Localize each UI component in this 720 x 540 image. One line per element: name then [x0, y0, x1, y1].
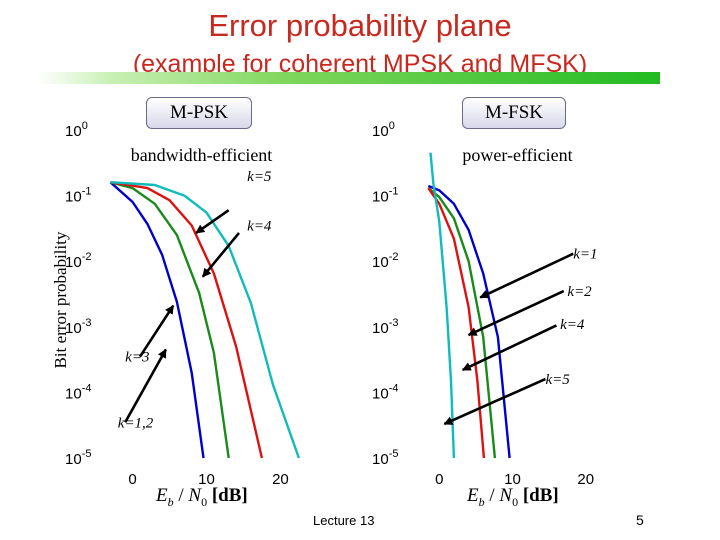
series-line-2: [110, 181, 230, 459]
y-tick-label: 10-5: [65, 448, 91, 468]
footer-text: Lecture 13: [313, 513, 375, 528]
x-tick-label: 0: [128, 471, 136, 488]
annotation-arrow: [201, 232, 241, 278]
page-number: 5: [636, 512, 644, 528]
series-line-3: [110, 181, 264, 459]
annotation-label: k=4: [560, 317, 585, 333]
title-underline-bar: [37, 72, 660, 84]
mpsk-label-box: M-PSK: [146, 97, 252, 129]
y-axis-label: Bit error probability: [51, 231, 70, 368]
x-axis-label: Eb / N0 [dB]: [466, 485, 559, 509]
y-tick-label: 100: [65, 120, 88, 140]
y-tick-label: 10-4: [372, 382, 398, 402]
annotation-label: k=1,2: [118, 415, 154, 431]
series-line-1: [109, 181, 205, 459]
y-tick-label: 10-5: [372, 448, 398, 468]
mfsk-label-box: M-FSK: [462, 97, 566, 129]
x-tick-label: 10: [504, 471, 521, 488]
annotation-label: k=3: [125, 350, 149, 366]
panel-subtitle: power-efficient: [462, 145, 572, 165]
annotation-arrow: [195, 209, 230, 234]
annotation-label: k=2: [567, 284, 592, 300]
series-line-4: [110, 181, 301, 459]
x-tick-label: 0: [435, 471, 443, 488]
annotation-label: k=1: [573, 247, 597, 263]
annotation-arrow: [443, 377, 546, 426]
annotation-arrow: [461, 324, 557, 372]
mpsk-panel: bandwidth-efficient10010-110-210-310-410…: [65, 120, 301, 509]
annotation-arrow: [138, 304, 175, 358]
page-title: Error probability plane: [208, 8, 512, 43]
annotation-label: k=5: [545, 372, 570, 388]
annotation-arrow: [467, 289, 565, 337]
x-axis-label: Eb / N0 [dB]: [155, 485, 248, 509]
panel-subtitle: bandwidth-efficient: [131, 145, 273, 165]
series-line-2: [427, 187, 497, 459]
annotation-label: k=5: [247, 169, 272, 185]
mfsk-panel: power-efficient 100 10-1 10-2 10-3 10-4 10-5 0 1…: [372, 120, 598, 509]
x-tick-label: 20: [577, 471, 594, 488]
y-tick-label: 10-1: [65, 186, 91, 206]
annotation-label: k=4: [247, 219, 272, 235]
x-tick-label: 10: [198, 471, 215, 488]
series-line-4: [429, 152, 456, 459]
annotation-arrow: [124, 348, 167, 423]
series-line-1: [427, 184, 511, 459]
annotation-arrow: [479, 252, 574, 299]
series-line-3: [427, 187, 486, 459]
y-tick-label: 10-1: [372, 186, 398, 206]
y-tick-label: 10-3: [372, 317, 398, 337]
y-tick-label: 10-2: [372, 251, 398, 271]
y-tick-label: 100: [372, 120, 395, 140]
x-tick-label: 20: [272, 471, 289, 488]
y-tick-label: 10-4: [65, 382, 91, 402]
